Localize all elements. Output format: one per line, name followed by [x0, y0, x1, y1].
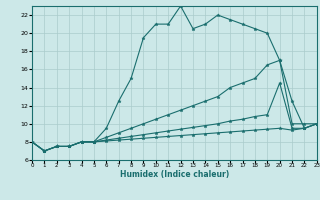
X-axis label: Humidex (Indice chaleur): Humidex (Indice chaleur): [120, 170, 229, 179]
